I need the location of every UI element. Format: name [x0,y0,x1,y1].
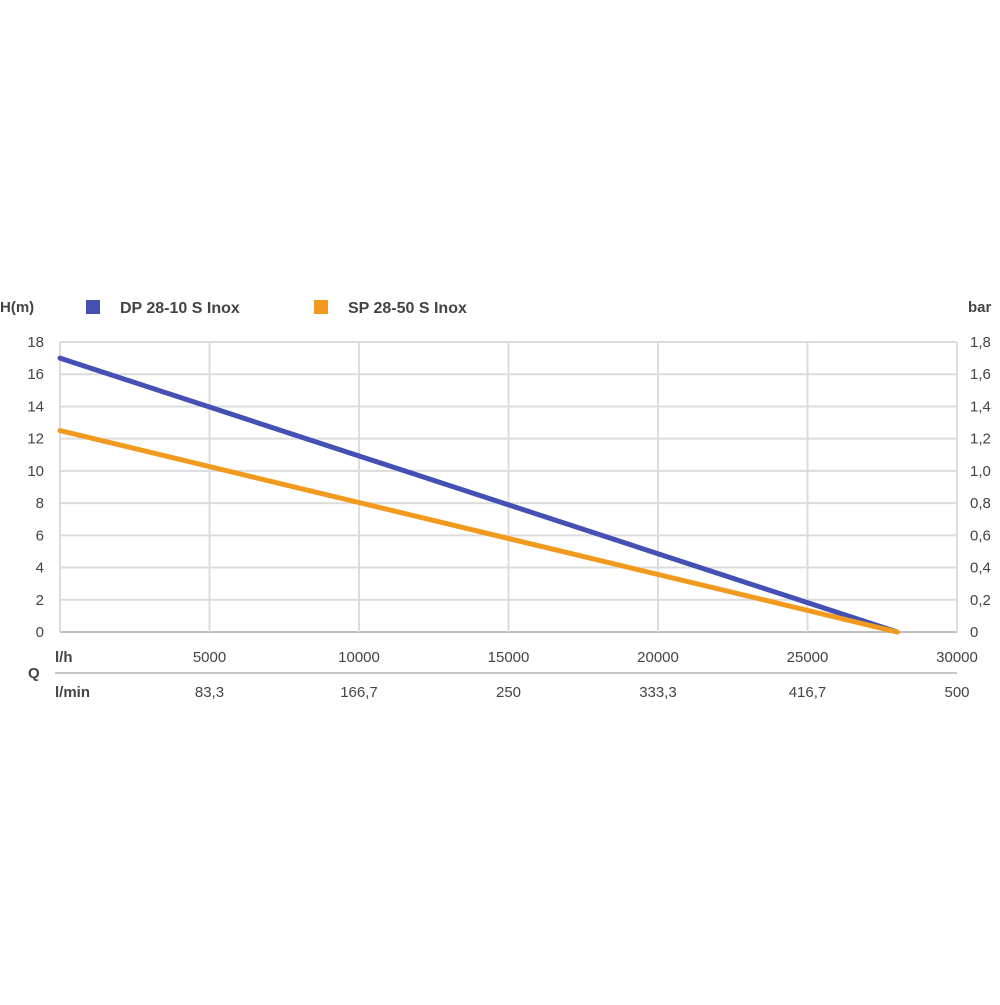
series-lines [57,355,900,635]
y-right-axis-title: bar [968,299,992,316]
series-line [57,355,900,635]
y-right-tick-label: 1,2 [970,431,991,448]
x-tick-label: 25000 [787,649,829,666]
x-secondary-tick-label: 416,7 [789,684,827,701]
x-tick-label: 20000 [637,649,679,666]
x-tick-label: 10000 [338,649,380,666]
y-right-tick-label: 0,2 [970,592,991,609]
y-left-tick-label: 10 [27,463,44,480]
y-right-tick-label: 0,8 [970,495,991,512]
legend-label: DP 28-10 S Inox [120,300,240,317]
x-unit-secondary: l/min [55,684,90,701]
axes: 0 0 2 0,2 4 0,4 6 0,6 8 0,8 10 1,0 12 1,2 14 1,4 16 1,6 18… [0,299,992,701]
y-right-tick-label: 1,0 [970,463,991,480]
y-left-tick-label: 14 [27,398,44,415]
y-right-tick-label: 0,4 [970,560,991,577]
y-right-tick-label: 1,8 [970,334,991,351]
legend-label: SP 28-50 S Inox [348,300,467,317]
x-secondary-tick-label: 333,3 [639,684,677,701]
y-right-tick-label: 0,6 [970,527,991,544]
legend: DP 28-10 S Inox SP 28-50 S Inox [86,300,467,317]
y-left-tick-label: 8 [36,495,44,512]
y-right-tick-label: 1,4 [970,398,991,415]
y-left-tick-label: 4 [36,560,44,577]
legend-swatch [86,300,100,314]
legend-swatch [314,300,328,314]
y-right-tick-label: 0 [970,624,978,641]
y-left-tick-label: 12 [27,431,44,448]
x-tick-label: 15000 [488,649,530,666]
y-left-tick-label: 2 [36,592,44,609]
y-left-axis-title: H(m) [0,299,34,316]
x-tick-label: 30000 [936,649,978,666]
y-left-tick-label: 6 [36,527,44,544]
y-left-tick-label: 18 [27,334,44,351]
x-secondary-tick-label: 83,3 [195,684,224,701]
x-secondary-tick-label: 166,7 [340,684,378,701]
y-left-tick-label: 16 [27,366,44,383]
x-row-label: Q [28,665,40,682]
y-right-tick-label: 1,6 [970,366,991,383]
grid [55,341,958,674]
x-secondary-tick-label: 250 [496,684,521,701]
x-secondary-tick-label: 500 [944,684,969,701]
x-tick-label: 5000 [193,649,226,666]
y-left-tick-label: 0 [36,624,44,641]
x-unit-primary: l/h [55,649,73,666]
series-line [57,428,900,635]
